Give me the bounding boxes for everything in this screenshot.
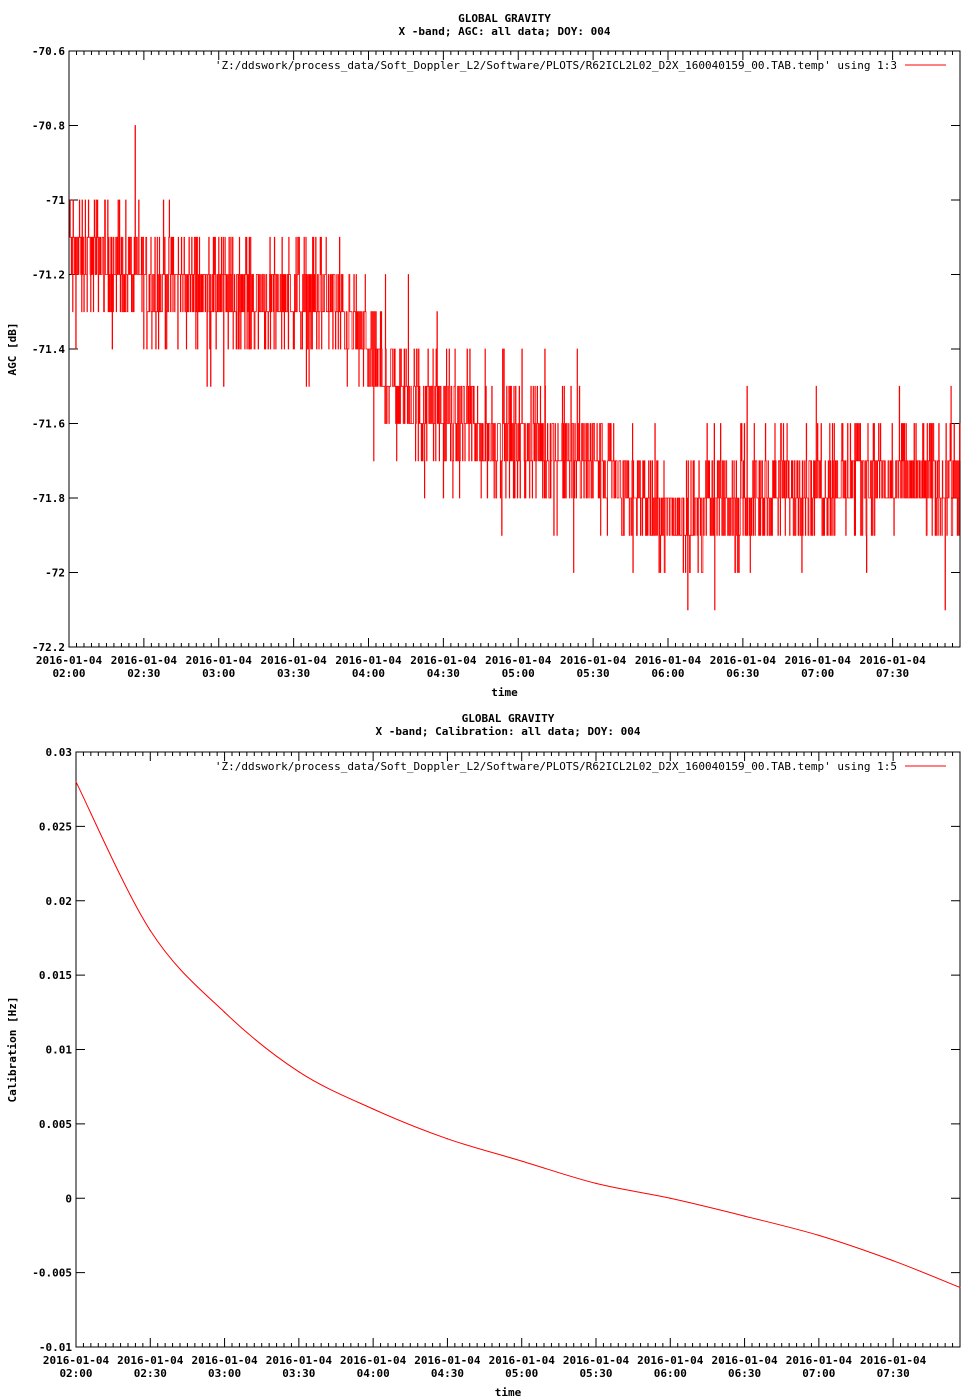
x-tick-date: 2016-01-04 — [186, 654, 253, 667]
x-tick-date: 2016-01-04 — [489, 1354, 556, 1367]
data-point — [521, 1160, 523, 1162]
y-tick-label: -71.2 — [32, 269, 65, 282]
y-tick-label: 0.02 — [46, 895, 73, 908]
data-point — [149, 929, 151, 932]
y-tick-label: 0.015 — [39, 969, 72, 982]
x-tick-date: 2016-01-04 — [485, 654, 552, 667]
chart-title: GLOBAL GRAVITY — [458, 12, 551, 25]
y-tick-label: -70.8 — [32, 120, 65, 133]
x-tick-date: 2016-01-04 — [191, 1354, 258, 1367]
x-tick-time: 07:00 — [802, 1367, 835, 1380]
data-point — [892, 1260, 894, 1262]
y-tick-label: -0.005 — [32, 1267, 72, 1280]
y-tick-label: -72 — [45, 567, 65, 580]
y-tick-label: -71.4 — [32, 343, 65, 356]
x-tick-time: 05:00 — [505, 1367, 538, 1380]
x-axis-label: time — [491, 686, 518, 699]
x-tick-date: 2016-01-04 — [786, 1354, 853, 1367]
plot-frame — [75, 751, 961, 1348]
x-tick-date: 2016-01-04 — [340, 1354, 407, 1367]
x-tick-time: 05:30 — [579, 1367, 612, 1380]
x-tick-time: 03:30 — [277, 667, 310, 680]
y-tick-label: 0.005 — [39, 1118, 72, 1131]
y-tick-label: -71.6 — [32, 418, 65, 431]
chart-title: GLOBAL GRAVITY — [462, 712, 555, 725]
y-tick-label: 0.025 — [39, 820, 72, 833]
chart-subtitle: X -band; AGC: all data; DOY: 004 — [399, 25, 611, 38]
x-tick-time: 04:30 — [431, 1367, 464, 1380]
x-tick-date: 2016-01-04 — [785, 654, 852, 667]
x-tick-time: 04:00 — [357, 1367, 390, 1380]
y-tick-label: -0.01 — [39, 1341, 72, 1354]
x-tick-time: 05:30 — [577, 667, 610, 680]
y-tick-label: 0 — [65, 1192, 72, 1205]
chart-subtitle: X -band; Calibration: all data; DOY: 004 — [376, 725, 641, 738]
x-tick-time: 07:30 — [877, 1367, 910, 1380]
x-tick-date: 2016-01-04 — [266, 1354, 333, 1367]
x-tick-date: 2016-01-04 — [414, 1354, 481, 1367]
legend-label: 'Z:/ddswork/process_data/Soft_Doppler_L2… — [215, 760, 897, 773]
legend-label: 'Z:/ddswork/process_data/Soft_Doppler_L2… — [215, 59, 897, 72]
y-axis-label: Calibration [Hz] — [6, 997, 19, 1103]
x-tick-date: 2016-01-04 — [335, 654, 402, 667]
y-tick-label: 0.03 — [46, 746, 73, 759]
data-point — [595, 1182, 597, 1184]
x-tick-time: 02:00 — [52, 667, 85, 680]
x-tick-time: 05:00 — [502, 667, 535, 680]
x-tick-time: 04:30 — [427, 667, 460, 680]
y-tick-label: -70.6 — [32, 45, 65, 58]
x-tick-time: 06:30 — [728, 1367, 761, 1380]
x-tick-date: 2016-01-04 — [637, 1354, 704, 1367]
x-tick-date: 2016-01-04 — [43, 1354, 110, 1367]
x-tick-date: 2016-01-04 — [36, 654, 103, 667]
x-tick-date: 2016-01-04 — [635, 654, 702, 667]
data-point — [75, 781, 77, 783]
data-point — [446, 1138, 449, 1140]
x-tick-date: 2016-01-04 — [711, 1354, 778, 1367]
x-tick-date: 2016-01-04 — [117, 1354, 184, 1367]
x-tick-date: 2016-01-04 — [860, 1354, 927, 1367]
data-point — [743, 1215, 746, 1217]
x-tick-date: 2016-01-04 — [111, 654, 178, 667]
x-tick-time: 02:30 — [134, 1367, 167, 1380]
y-tick-label: -72.2 — [32, 641, 65, 654]
y-tick-label: -71.8 — [32, 492, 65, 505]
x-tick-time: 07:30 — [876, 667, 909, 680]
data-point — [298, 1071, 300, 1073]
data-point — [223, 1011, 226, 1013]
x-tick-time: 03:30 — [282, 1367, 315, 1380]
x-tick-date: 2016-01-04 — [410, 654, 477, 667]
x-tick-time: 06:30 — [726, 667, 759, 680]
data-point — [669, 1197, 671, 1199]
x-tick-time: 06:00 — [651, 667, 684, 680]
x-tick-date: 2016-01-04 — [560, 654, 627, 667]
x-axis-label: time — [495, 1386, 522, 1399]
x-tick-date: 2016-01-04 — [710, 654, 777, 667]
x-tick-time: 02:00 — [59, 1367, 92, 1380]
data-point — [959, 1286, 961, 1289]
x-tick-date: 2016-01-04 — [859, 654, 926, 667]
series-line — [69, 125, 961, 611]
plot-frame — [68, 50, 961, 648]
data-point — [818, 1234, 820, 1237]
y-axis-label: AGC [dB] — [6, 323, 19, 376]
x-tick-time: 06:00 — [654, 1367, 687, 1380]
x-tick-time: 04:00 — [352, 667, 385, 680]
x-tick-date: 2016-01-04 — [261, 654, 328, 667]
series-line — [75, 781, 961, 1288]
y-tick-label: -71 — [45, 194, 65, 207]
data-point — [372, 1108, 374, 1110]
x-tick-time: 07:00 — [801, 667, 834, 680]
x-tick-time: 03:00 — [202, 667, 235, 680]
x-tick-time: 03:00 — [208, 1367, 241, 1380]
x-tick-time: 02:30 — [127, 667, 160, 680]
x-tick-date: 2016-01-04 — [563, 1354, 630, 1367]
y-tick-label: 0.01 — [46, 1044, 73, 1057]
